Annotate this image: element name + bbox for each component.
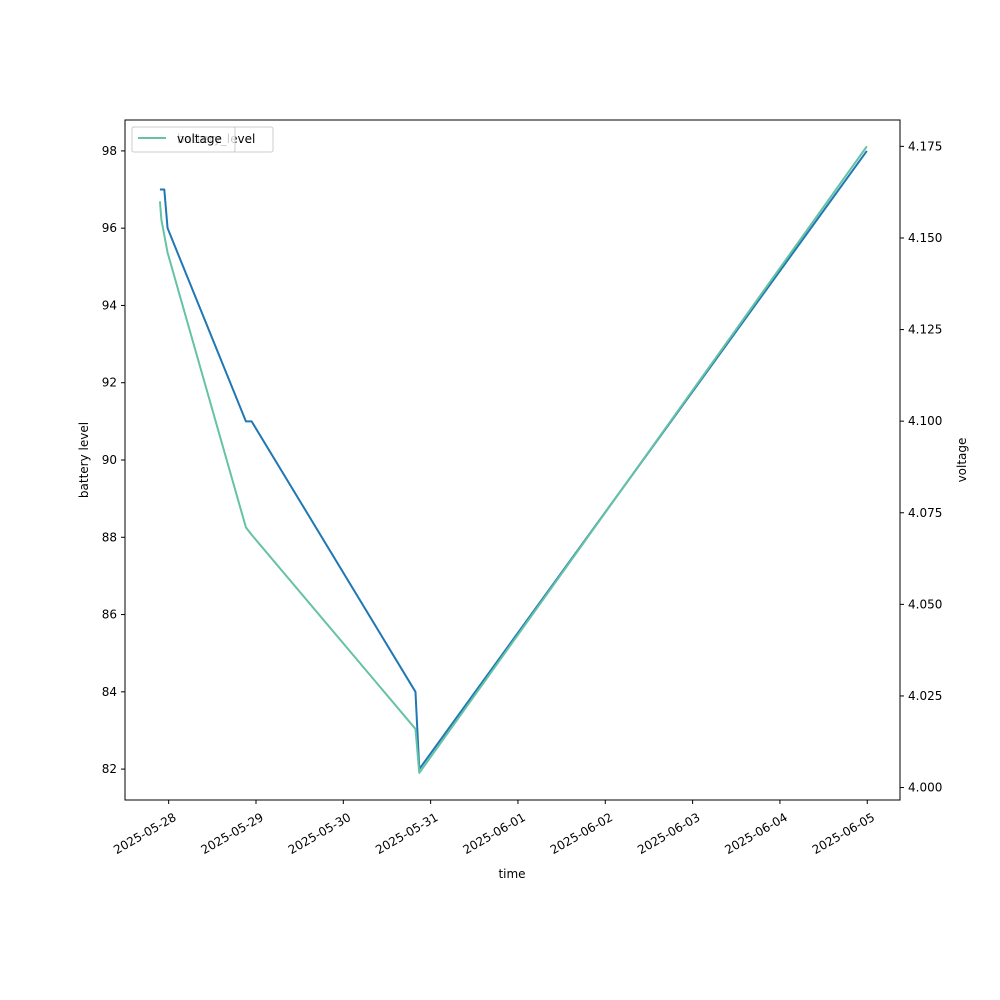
y-right-tick-label: 4.000: [908, 781, 942, 795]
x-tick-label: 2025-06-03: [635, 810, 702, 857]
y-right-tick-label: 4.150: [908, 231, 942, 245]
y-left-axis: 82 84 86 88 90 92 94 96 98: [102, 144, 125, 776]
x-tick-label: 2025-06-02: [548, 810, 615, 857]
plot-frame: [124, 119, 901, 801]
y-right-tick-label: 4.075: [908, 506, 942, 520]
y-left-tick-label: 98: [102, 144, 117, 158]
x-tick-label: 2025-06-01: [460, 810, 527, 857]
y-left-tick-label: 86: [102, 608, 117, 622]
x-tick-label: 2025-05-31: [373, 810, 440, 857]
x-tick-label: 2025-06-05: [810, 810, 877, 857]
y-right-tick-label: 4.050: [908, 597, 942, 611]
y-right-axis-title: voltage: [955, 438, 969, 483]
series-layer: [158, 145, 868, 774]
x-tick-label: 2025-05-30: [286, 810, 353, 857]
y-left-tick-label: 90: [102, 453, 117, 467]
x-axis-title: time: [498, 867, 525, 881]
y-right-tick-label: 4.100: [908, 414, 942, 428]
y-left-tick-label: 92: [102, 376, 117, 390]
legend-voltage: voltage: [131, 126, 236, 153]
y-right-tick-label: 4.175: [908, 139, 942, 153]
y-left-tick-label: 82: [102, 762, 117, 776]
legend-label: voltage: [177, 132, 222, 146]
y-right-tick-label: 4.025: [908, 689, 942, 703]
series-line-voltage: [158, 145, 868, 774]
x-axis: 2025-05-28 2025-05-29 2025-05-30 2025-05-31…: [111, 800, 877, 857]
x-tick-label: 2025-05-28: [111, 810, 178, 857]
y-left-tick-label: 96: [102, 221, 117, 235]
y-right-tick-label: 4.125: [908, 323, 942, 337]
plot-area: [124, 119, 901, 801]
x-tick-label: 2025-05-29: [198, 810, 265, 857]
legend-box: [131, 126, 236, 153]
y-left-tick-label: 88: [102, 530, 117, 544]
y-right-axis: 4.000 4.025 4.050 4.075 4.100 4.125 4.150 4.175: [900, 139, 942, 795]
x-tick-label: 2025-06-04: [722, 810, 789, 857]
y-left-tick-label: 84: [102, 685, 117, 699]
y-left-axis-title: battery level: [77, 422, 91, 498]
y-left-tick-label: 94: [102, 298, 117, 312]
